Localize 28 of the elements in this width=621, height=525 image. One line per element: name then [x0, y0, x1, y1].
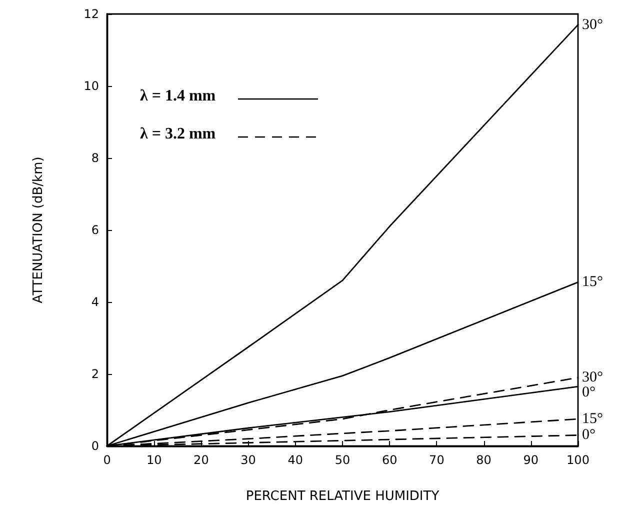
y-axis-title: ATTENUATION (dB/km): [31, 156, 46, 304]
x-tick-label: 40: [288, 453, 304, 467]
x-tick-label: 80: [476, 453, 492, 467]
x-tick-label: 70: [429, 453, 444, 467]
x-tick-label: 60: [382, 453, 398, 467]
y-tick-label: 4: [91, 295, 99, 309]
y-tick-label: 12: [84, 7, 99, 21]
y-tick-label: 6: [91, 223, 99, 237]
y-tick-label: 10: [84, 79, 99, 93]
annotation: λ = 1.4 mm: [140, 88, 216, 104]
series-label: 0°: [582, 427, 596, 444]
x-tick-label: 30: [240, 453, 256, 467]
x-tick-label: 100: [566, 453, 590, 467]
x-tick-label: 0: [103, 453, 111, 467]
series-label: 15°: [582, 274, 603, 290]
x-tick-label: 20: [194, 453, 209, 467]
x-axis-title: PERCENT RELATIVE HUMIDITY: [246, 489, 440, 504]
series-label: 30°: [582, 16, 603, 33]
series-label: 30°: [582, 370, 603, 386]
series-label: 15°: [582, 411, 603, 427]
series-label: 0°: [582, 384, 596, 401]
annotation: λ = 3.2 mm: [140, 126, 216, 142]
y-tick-label: 2: [91, 367, 99, 381]
y-tick-label: 0: [91, 439, 99, 453]
y-tick-label: 8: [91, 151, 99, 165]
x-tick-label: 10: [146, 453, 162, 467]
x-tick-label: 90: [523, 453, 539, 467]
x-tick-label: 50: [334, 453, 350, 467]
